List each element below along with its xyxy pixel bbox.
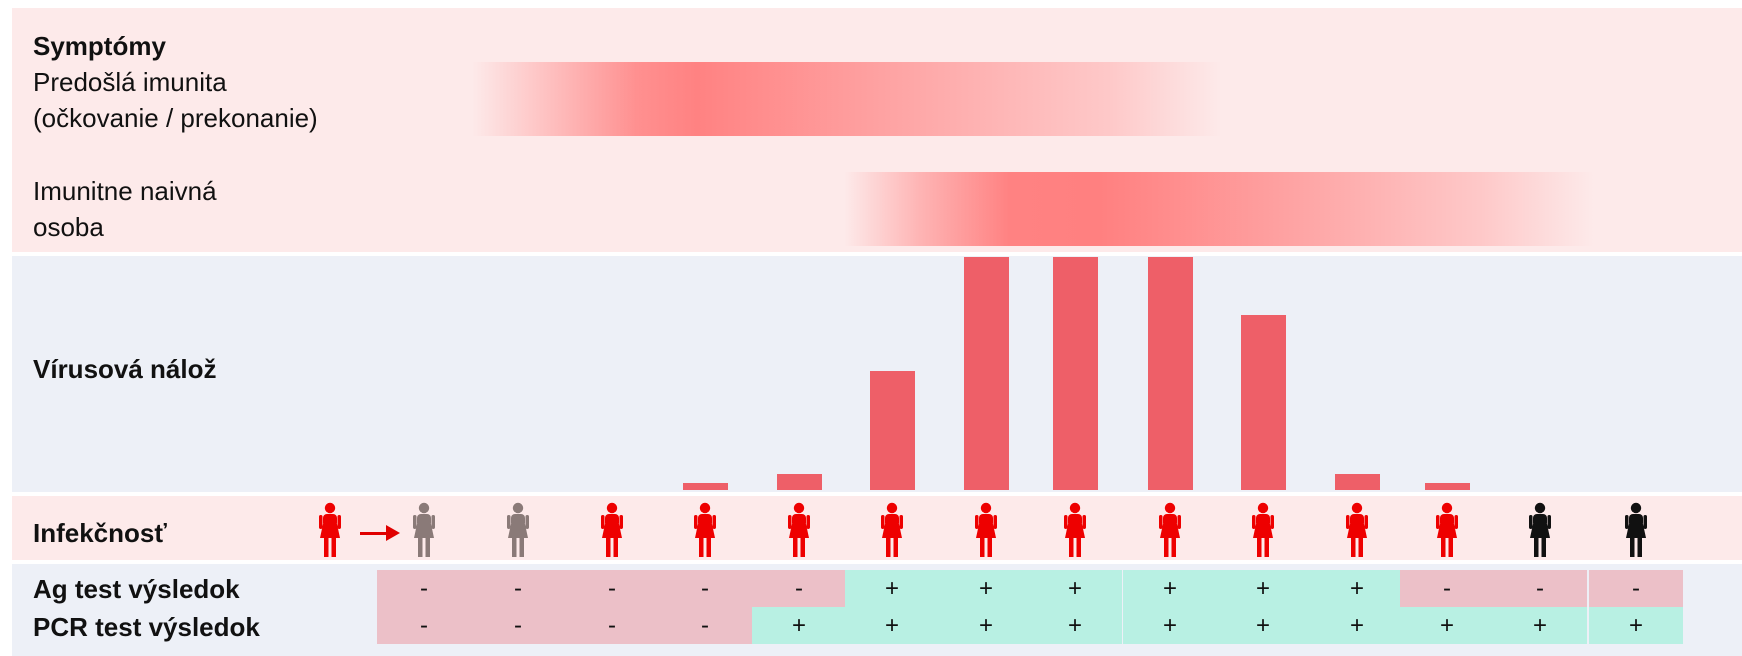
infectiousness-band xyxy=(12,496,1742,560)
person-infectious-icon xyxy=(1159,502,1181,557)
ag-test-cell xyxy=(1493,570,1588,607)
pcr-test-result: + xyxy=(1439,612,1454,639)
person-incubating-icon xyxy=(507,502,529,557)
pcr-test-result: + xyxy=(1349,612,1364,639)
ag-test-result: + xyxy=(1255,575,1270,602)
viral-load-bar xyxy=(1052,257,1098,490)
viral-load-bar xyxy=(1147,257,1193,490)
ag-test-result: + xyxy=(884,575,899,602)
pcr-test-cell xyxy=(471,607,566,644)
pcr-test-cell xyxy=(1310,607,1405,644)
person-infectious-icon xyxy=(1436,502,1458,557)
naive-person-label-line1: Imunitne naivná xyxy=(33,176,217,206)
pcr-test-cell xyxy=(1589,607,1684,644)
pcr-test-cell xyxy=(752,607,847,644)
ag-test-cell xyxy=(377,570,472,607)
pcr-test-result: + xyxy=(1162,612,1177,639)
pcr-test-label: PCR test výsledok xyxy=(33,612,260,642)
pcr-test-result: + xyxy=(791,612,806,639)
pcr-test-cell xyxy=(1028,607,1123,644)
person-infectious-icon xyxy=(694,502,716,557)
person-recovered-icon xyxy=(1529,502,1551,557)
pcr-test-cell xyxy=(1123,607,1218,644)
ag-test-result: - xyxy=(608,575,616,602)
ag-test-label: Ag test výsledok xyxy=(33,574,240,604)
ag-test-result: - xyxy=(1443,575,1451,602)
viral-load-bar xyxy=(963,257,1009,490)
ag-test-cell xyxy=(1310,570,1405,607)
naive-person-label-line2: osoba xyxy=(33,212,104,242)
prior-immunity-label-line2: (očkovanie / prekonanie) xyxy=(33,103,318,133)
prior-immunity-label-line1: Predošlá imunita xyxy=(33,67,227,97)
ag-test-cell xyxy=(1216,570,1311,607)
pcr-test-cell xyxy=(845,607,940,644)
ag-test-cell xyxy=(1123,570,1218,607)
right-arrow-head xyxy=(386,525,400,541)
ag-test-cell xyxy=(1028,570,1123,607)
ag-test-cell xyxy=(752,570,847,607)
pcr-test-result: + xyxy=(978,612,993,639)
pcr-test-result: - xyxy=(701,612,709,639)
pcr-test-result: + xyxy=(884,612,899,639)
pcr-test-result: - xyxy=(608,612,616,639)
ag-test-result: - xyxy=(1536,575,1544,602)
person-infectious-icon xyxy=(1346,502,1368,557)
ag-test-result: - xyxy=(701,575,709,602)
infectiousness-label: Infekčnosť xyxy=(33,518,167,548)
pcr-test-cell xyxy=(565,607,660,644)
pcr-test-result: + xyxy=(1628,612,1643,639)
viral-load-bar xyxy=(1334,473,1380,490)
ag-test-result: + xyxy=(1067,575,1082,602)
ag-test-result: + xyxy=(1349,575,1364,602)
pcr-test-cell xyxy=(658,607,753,644)
ag-test-result: + xyxy=(1162,575,1177,602)
person-infectious-icon xyxy=(1252,502,1274,557)
ag-test-result: - xyxy=(514,575,522,602)
pcr-test-cell xyxy=(1493,607,1588,644)
ag-test-cell xyxy=(1400,570,1495,607)
ag-test-cell xyxy=(939,570,1034,607)
prior-immunity-symptom-gradient xyxy=(472,62,1222,136)
viral-load-bar xyxy=(1240,315,1286,490)
pcr-test-result: + xyxy=(1532,612,1547,639)
pcr-test-result: - xyxy=(514,612,522,639)
ag-test-result: - xyxy=(795,575,803,602)
ag-test-result: - xyxy=(1632,575,1640,602)
viral-load-bar xyxy=(776,473,822,490)
symptoms-heading: Symptómy xyxy=(33,31,166,61)
pcr-test-cell xyxy=(939,607,1034,644)
viral-load-label: Vírusová nálož xyxy=(33,354,217,384)
viral-load-bar xyxy=(682,483,728,490)
person-infectious-icon xyxy=(881,502,903,557)
naive-person-symptom-gradient xyxy=(844,172,1594,246)
pcr-test-cell xyxy=(1400,607,1495,644)
right-arrow-icon xyxy=(360,532,388,535)
person-infectious-icon xyxy=(975,502,997,557)
ag-test-cell xyxy=(845,570,940,607)
ag-test-cell xyxy=(1589,570,1684,607)
pcr-test-result: + xyxy=(1255,612,1270,639)
person-incubating-icon xyxy=(413,502,435,557)
ag-test-cell xyxy=(658,570,753,607)
ag-test-result: - xyxy=(420,575,428,602)
pcr-test-cell xyxy=(377,607,472,644)
viral-load-bar xyxy=(869,371,915,490)
pcr-test-cell xyxy=(1216,607,1311,644)
ag-test-result: + xyxy=(978,575,993,602)
pcr-test-result: - xyxy=(420,612,428,639)
person-infectious-icon xyxy=(788,502,810,557)
viral-load-bar xyxy=(1424,483,1470,490)
person-infectious-icon xyxy=(601,502,623,557)
pcr-test-result: + xyxy=(1067,612,1082,639)
ag-test-cell xyxy=(471,570,566,607)
ag-test-cell xyxy=(565,570,660,607)
person-recovered-icon xyxy=(1625,502,1647,557)
person-infectious-icon xyxy=(1064,502,1086,557)
person-infectious-icon xyxy=(319,502,341,557)
